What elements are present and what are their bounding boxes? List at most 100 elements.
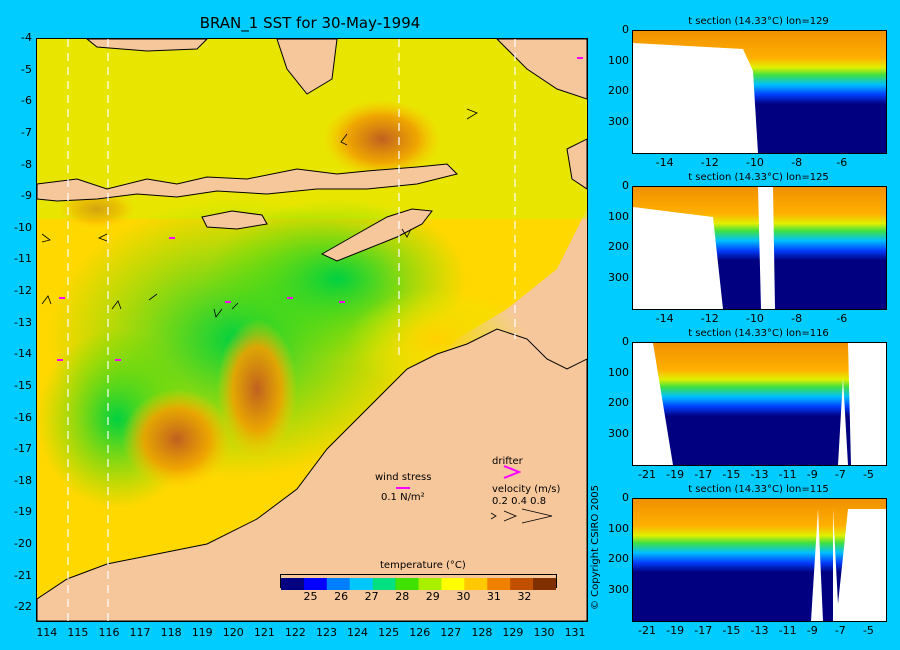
section-title: t section (14.33°C) lon=116 <box>688 328 829 339</box>
lon-tick-label: 115 <box>67 626 89 639</box>
colorbar-tick-label: 26 <box>334 590 349 603</box>
lat-tick-label: -11 <box>14 252 32 266</box>
section-lat-tick: -15 <box>722 468 741 481</box>
section-depth-tick: 300 <box>608 270 629 284</box>
colorbar-ticks: 25 26 27 28 29 30 31 32 <box>280 590 555 604</box>
section-lat-tick: -5 <box>862 468 874 481</box>
section-depth-tick: 300 <box>608 582 629 596</box>
section-lat-tick: -13 <box>750 468 769 481</box>
lon-tick-label: 119 <box>191 626 213 639</box>
section-title: t section (14.33°C) lon=115 <box>688 484 829 495</box>
lat-tick-label: -16 <box>14 410 32 424</box>
lat-axis: -4 -5 -6 -7 -8 -9 -10 -11 -12 -13 -14 -15 -16 -17 -18 -… <box>0 31 34 620</box>
lat-tick-label: -20 <box>14 537 32 551</box>
lat-tick-label: -8 <box>21 157 32 171</box>
section-lat-tick: -9 <box>806 468 818 481</box>
lat-tick-label: -4 <box>21 31 32 44</box>
lon-tick-label: 130 <box>533 626 555 639</box>
section-lat-tick: -21 <box>638 624 657 637</box>
lon-tick-label: 116 <box>98 626 120 639</box>
section-lat-tick: -11 <box>778 468 797 481</box>
colorbar-swatch <box>303 578 328 590</box>
lon-tick-label: 127 <box>440 626 462 639</box>
lon-tick-label: 131 <box>564 626 586 639</box>
section-lat-tick: -19 <box>666 624 685 637</box>
section-title: t section (14.33°C) lon=129 <box>688 16 829 27</box>
section-canvas <box>632 498 887 622</box>
section-canvas <box>632 186 887 310</box>
lon-tick-label: 129 <box>502 626 524 639</box>
colorbar-swatch <box>418 578 442 590</box>
colorbar-tick-label: 30 <box>456 590 471 603</box>
section-lat-tick: -14 <box>655 156 674 169</box>
lon-tick-label: 126 <box>409 626 431 639</box>
section-depth-tick: 300 <box>608 426 629 440</box>
section-depth-tick: 0 <box>622 335 629 348</box>
colorbar-tick-label: 25 <box>303 590 318 603</box>
lon-tick-label: 128 <box>471 626 493 639</box>
section-lat-tick: -12 <box>700 312 719 325</box>
section-depth-tick: 100 <box>608 521 629 535</box>
section-depth-tick: 200 <box>608 240 629 253</box>
lat-tick-label: -9 <box>21 189 32 203</box>
section-depth-tick: 300 <box>608 114 629 128</box>
section-lat-tick: -13 <box>750 624 769 637</box>
drifter-label: drifter <box>492 456 523 467</box>
sst-map[interactable] <box>36 38 588 622</box>
drifter-arrow-icon <box>503 464 522 479</box>
lon-tick-label: 117 <box>129 626 151 639</box>
section-lat-tick: -8 <box>791 312 803 325</box>
section-lat-tick: -15 <box>722 624 741 637</box>
section-lat-tick: -12 <box>700 156 719 169</box>
lon-tick-label: 118 <box>160 626 182 639</box>
lat-tick-label: -10 <box>14 220 32 234</box>
lon-tick-label: 121 <box>253 626 275 639</box>
colorbar-swatch <box>510 578 534 590</box>
sst-map-canvas <box>37 39 587 621</box>
lat-tick-label: -18 <box>14 473 32 487</box>
section-depth-tick: 100 <box>608 53 629 67</box>
section-depth-tick: 200 <box>608 84 629 97</box>
section-depth-tick: 0 <box>622 23 629 36</box>
lon-tick-label: 114 <box>36 626 58 639</box>
section-lat-tick: -11 <box>778 624 797 637</box>
lon-tick-label: 124 <box>347 626 369 639</box>
section-depth-tick: 100 <box>608 365 629 379</box>
section-lat-tick: -14 <box>655 312 674 325</box>
lat-tick-label: -12 <box>14 284 32 298</box>
colorbar-swatch <box>372 578 397 590</box>
section-lat-tick: -17 <box>694 624 713 637</box>
colorbar-swatch <box>441 578 465 590</box>
lat-tick-label: -21 <box>14 568 32 582</box>
colorbar-tick-label: 28 <box>395 590 410 603</box>
section-lat-tick: -8 <box>791 156 803 169</box>
section-depth-tick: 0 <box>622 179 629 192</box>
lat-tick-label: -5 <box>21 62 32 76</box>
section-plot: t section (14.33°C) lon=129 0 100 200 300 -14… <box>590 16 900 178</box>
lon-tick-label: 125 <box>378 626 400 639</box>
lon-tick-label: 122 <box>284 626 306 639</box>
section-lat-tick: -7 <box>834 624 846 637</box>
section-lat-tick: -10 <box>745 312 764 325</box>
wind-stress-scale: 0.1 N/m² <box>381 492 425 503</box>
section-lat-tick: -9 <box>806 624 818 637</box>
section-depth-tick: 200 <box>608 552 629 565</box>
lon-tick-label: 123 <box>315 626 337 639</box>
section-plot: t section (14.33°C) lon=115 0 100 200 300 -21… <box>590 484 900 646</box>
section-lat-tick: -10 <box>745 156 764 169</box>
section-lat-tick: -5 <box>862 624 874 637</box>
section-plot: t section (14.33°C) lon=125 0 100 200 300 -14… <box>590 172 900 334</box>
colorbar-swatch <box>326 578 351 590</box>
lat-tick-label: -7 <box>21 125 32 139</box>
wind-stress-arrow-icon <box>396 487 410 489</box>
colorbar-tick-label: 31 <box>486 590 501 603</box>
velocity-values: 0.2 0.4 0.8 <box>492 496 547 507</box>
lat-tick-label: -14 <box>14 347 32 361</box>
colorbar-swatch <box>281 578 305 590</box>
colorbar-swatch <box>349 578 374 590</box>
colorbar-swatch <box>395 578 419 590</box>
wind-stress-label: wind stress <box>375 472 432 483</box>
lat-tick-label: -22 <box>14 600 32 614</box>
section-canvas <box>632 342 887 466</box>
colorbar-title: temperature (°C) <box>380 560 466 571</box>
